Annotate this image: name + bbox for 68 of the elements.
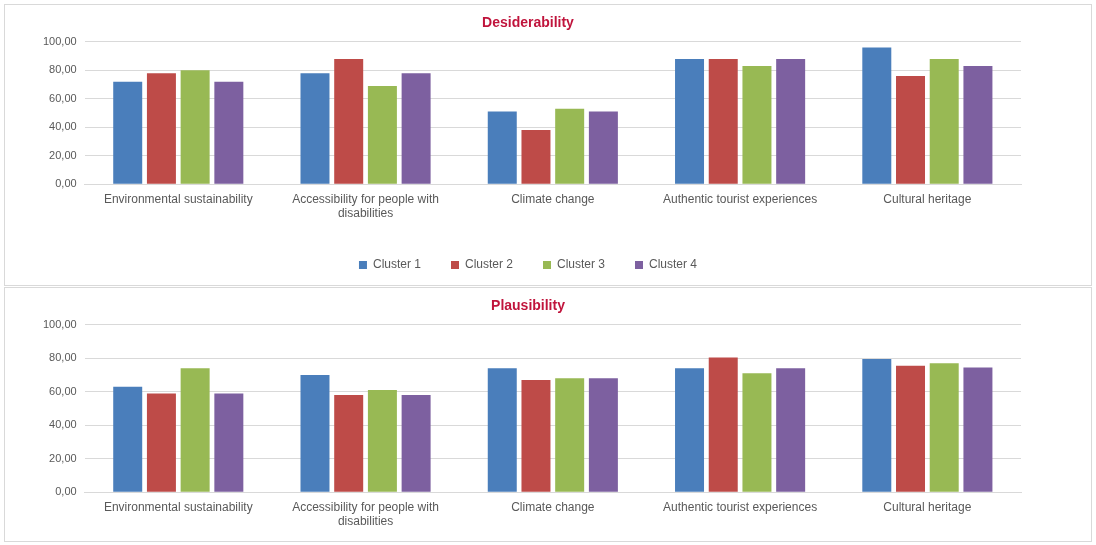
- bar: [675, 58, 705, 184]
- y-tick-label: 0,00: [55, 485, 77, 498]
- x-tick-label: Accessibility for people with disabilities: [292, 191, 439, 221]
- bar: [487, 111, 517, 184]
- x-tick-label: Cultural heritage: [883, 191, 972, 206]
- legend-label: Cluster 1: [372, 257, 422, 272]
- chart-title: Desiderability: [482, 14, 575, 31]
- bar: [675, 368, 705, 492]
- bar: [555, 378, 585, 492]
- bar: [113, 386, 143, 492]
- y-tick-label: 40,00: [49, 418, 77, 431]
- y-tick-label: 20,00: [49, 148, 77, 161]
- y-tick-label: 100,00: [42, 34, 77, 47]
- bar: [963, 66, 993, 184]
- x-tick-label: Climate change: [511, 191, 595, 206]
- chart-title: Plausibility: [491, 297, 566, 314]
- bar: [929, 58, 959, 184]
- bar: [929, 363, 959, 492]
- bar: [487, 368, 517, 492]
- x-tick-label: Authentic tourist experiences: [663, 499, 818, 514]
- bar: [963, 367, 993, 492]
- x-tick-label: Environmental sustainability: [103, 191, 253, 206]
- x-tick-label: Climate change: [511, 499, 595, 514]
- bar: [300, 73, 330, 184]
- y-tick-label: 60,00: [49, 91, 77, 104]
- y-tick-label: 100,00: [42, 317, 77, 330]
- bar: [896, 75, 926, 184]
- y-tick-label: 20,00: [49, 451, 77, 464]
- bar: [742, 66, 772, 184]
- bar: [401, 395, 431, 492]
- bar: [742, 373, 772, 492]
- x-tick-label: Accessibility for people with disabilities: [292, 499, 439, 529]
- y-tick-label: 80,00: [49, 351, 77, 364]
- bar: [146, 393, 176, 492]
- bar: [214, 393, 244, 492]
- bar: [334, 58, 364, 184]
- bar: [588, 378, 618, 492]
- x-tick-label: Authentic tourist experiences: [663, 191, 818, 206]
- bar: [300, 375, 330, 492]
- legend-label: Cluster 2: [464, 257, 514, 272]
- bar: [180, 368, 210, 492]
- y-tick-label: 80,00: [49, 63, 77, 76]
- y-tick-label: 0,00: [55, 177, 77, 190]
- bar: [776, 58, 806, 184]
- bar: [401, 73, 431, 184]
- bar: [862, 359, 892, 492]
- bar: [180, 70, 210, 184]
- x-tick-label: Cultural heritage: [883, 499, 972, 514]
- bar: [555, 108, 585, 184]
- bar: [146, 73, 176, 184]
- bar: [862, 47, 892, 184]
- bar: [521, 130, 551, 184]
- legend-label: Cluster 3: [557, 257, 606, 272]
- bar: [896, 365, 926, 492]
- bar: [708, 58, 738, 184]
- bar: [521, 380, 551, 492]
- bar: [708, 357, 738, 492]
- bar: [588, 111, 618, 184]
- y-tick-label: 40,00: [49, 120, 77, 133]
- bar: [367, 390, 397, 492]
- bar: [367, 85, 397, 184]
- bar: [113, 81, 143, 184]
- y-tick-label: 60,00: [49, 384, 77, 397]
- bar: [334, 395, 364, 492]
- bar: [214, 81, 244, 184]
- x-tick-label: Environmental sustainability: [103, 499, 253, 514]
- bar: [776, 368, 806, 492]
- legend-label: Cluster 4: [649, 257, 698, 272]
